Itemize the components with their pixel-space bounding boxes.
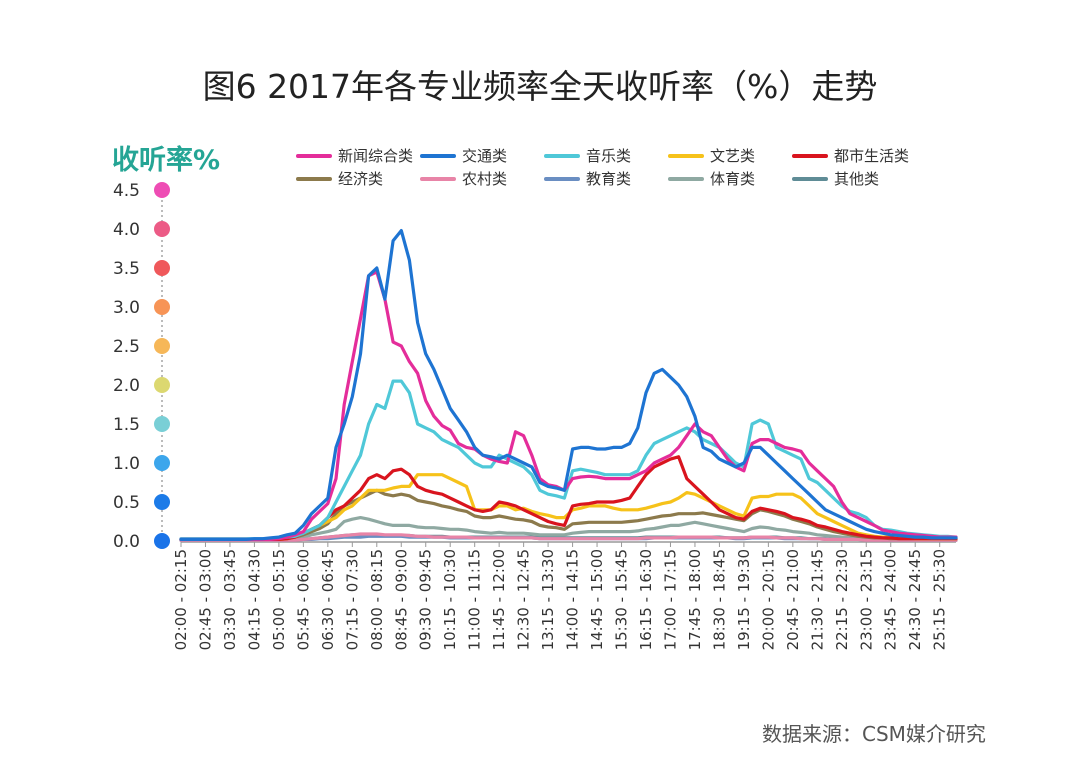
legend-row: 经济类 农村类 教育类 体育类 其他类	[296, 167, 976, 190]
y-tick-label: 2.0	[113, 376, 140, 396]
legend-label: 其他类	[834, 170, 880, 188]
legend-label: 都市生活类	[834, 147, 910, 165]
legend-swatch	[296, 153, 332, 158]
x-tick-label: 08:45 - 09:00	[392, 549, 410, 650]
x-tick-label: 20:00 - 20:15	[759, 549, 777, 650]
legend-item-rural: 农村类	[420, 168, 544, 189]
legend-label: 文艺类	[710, 147, 756, 165]
x-tick-label: 06:30 - 06:45	[319, 549, 337, 650]
x-tick-label: 12:30 - 12:45	[515, 549, 533, 650]
y-tick-dot	[154, 494, 170, 510]
data-source: 数据来源：CSM媒介研究	[762, 722, 986, 746]
y-tick-dot	[154, 221, 170, 237]
legend-swatch	[792, 176, 828, 181]
legend-item-other: 其他类	[792, 168, 916, 189]
y-tick-label: 4.5	[113, 181, 140, 201]
x-tick-label: 19:15 - 19:30	[735, 549, 753, 650]
x-tick-label: 03:30 - 03:45	[221, 549, 239, 650]
legend-item-arts: 文艺类	[668, 145, 792, 166]
x-tick-label: 11:45 - 12:00	[490, 549, 508, 650]
x-tick-label: 18:30 - 18:45	[710, 549, 728, 650]
legend-item-traffic: 交通类	[420, 145, 544, 166]
x-tick-label: 08:00 - 08:15	[368, 549, 386, 650]
y-tick-dot	[154, 299, 170, 315]
series-line	[179, 488, 958, 542]
x-tick-label: 04:15 - 04:30	[245, 549, 263, 650]
y-tick-dot	[154, 455, 170, 471]
legend-swatch	[296, 176, 332, 181]
x-tick-label: 05:45 - 06:00	[294, 549, 312, 650]
legend-label: 新闻综合类	[338, 147, 414, 165]
y-axis-label: 收听率%	[112, 145, 221, 176]
x-tick-label: 10:15 - 10:30	[441, 549, 459, 650]
y-tick-label: 0.5	[113, 493, 140, 513]
series-line	[179, 532, 958, 542]
legend-label: 农村类	[462, 170, 508, 188]
y-tick-dot	[154, 260, 170, 276]
legend-item-economy: 经济类	[296, 168, 420, 189]
x-tick-label: 17:00 - 17:15	[661, 549, 679, 650]
series-line	[179, 270, 958, 542]
y-tick-label: 1.5	[113, 415, 140, 435]
x-tick-label: 24:30 - 24:45	[906, 549, 924, 650]
y-tick-dot	[154, 338, 170, 354]
y-tick-label: 1.0	[113, 454, 140, 474]
y-tick-dot	[154, 416, 170, 432]
y-tick-dot	[154, 377, 170, 393]
legend-swatch	[420, 153, 456, 158]
y-tick-dot	[154, 533, 170, 549]
x-tick-label: 14:00 - 14:15	[564, 549, 582, 650]
x-tick-label: 02:45 - 03:00	[196, 549, 214, 650]
x-tick-label: 13:15 - 13:30	[539, 549, 557, 650]
legend-swatch	[668, 153, 704, 158]
legend-label: 体育类	[710, 170, 756, 188]
legend-label: 教育类	[586, 170, 632, 188]
y-tick-label: 3.0	[113, 298, 140, 318]
legend-row: 新闻综合类 交通类 音乐类 文艺类 都市生活类	[296, 144, 976, 167]
x-tick-label: 16:15 - 16:30	[637, 549, 655, 650]
legend-label: 交通类	[462, 147, 508, 165]
x-tick-label: 23:45 - 24:00	[882, 549, 900, 650]
legend-swatch	[668, 176, 704, 181]
y-tick-label: 0.0	[113, 532, 140, 552]
axes: 0.0 0.5 1.0 1.5 2.0 2.5 3.0 3.5 4.0 4.5 02:00 - 02…	[113, 181, 956, 650]
x-tick-label: 05:00 - 05:15	[270, 549, 288, 650]
legend-item-music: 音乐类	[544, 145, 668, 166]
legend-item-sports: 体育类	[668, 168, 792, 189]
legend-item-urban-life: 都市生活类	[792, 145, 916, 166]
legend: 新闻综合类 交通类 音乐类 文艺类 都市生活类 经济类 农村类 教育类 体育类 …	[296, 144, 976, 190]
legend-item-news: 新闻综合类	[296, 145, 420, 166]
legend-label: 音乐类	[586, 147, 632, 165]
x-tick-label: 02:00 - 02:15	[172, 549, 190, 650]
series-lines	[179, 229, 958, 542]
legend-swatch	[792, 153, 828, 158]
x-tick-label: 15:30 - 15:45	[613, 549, 631, 650]
x-tick-label: 25:15 - 25:30	[931, 549, 949, 650]
series-line	[179, 515, 958, 542]
y-tick-label: 2.5	[113, 337, 140, 357]
legend-swatch	[420, 176, 456, 181]
x-tick-label: 09:30 - 09:45	[417, 549, 435, 650]
y-tick-label: 3.5	[113, 259, 140, 279]
y-tick-label: 4.0	[113, 220, 140, 240]
x-tick-label: 17:45 - 18:00	[686, 549, 704, 650]
x-tick-label: 23:00 - 23:15	[857, 549, 875, 650]
legend-swatch	[544, 153, 580, 158]
legend-swatch	[544, 176, 580, 181]
legend-label: 经济类	[338, 170, 384, 188]
chart-title: 图6 2017年各专业频率全天收听率（%）走势	[202, 67, 878, 106]
x-tick-label: 20:45 - 21:00	[784, 549, 802, 650]
x-tick-label: 07:15 - 07:30	[343, 549, 361, 650]
y-tick-dot	[154, 182, 170, 198]
series-line	[179, 229, 958, 542]
x-tick-label: 11:00 - 11:15	[466, 549, 484, 650]
x-tick-label: 21:30 - 21:45	[808, 549, 826, 650]
legend-item-education: 教育类	[544, 168, 668, 189]
x-tick-label: 14:45 - 15:00	[588, 549, 606, 650]
x-tick-label: 22:15 - 22:30	[833, 549, 851, 650]
